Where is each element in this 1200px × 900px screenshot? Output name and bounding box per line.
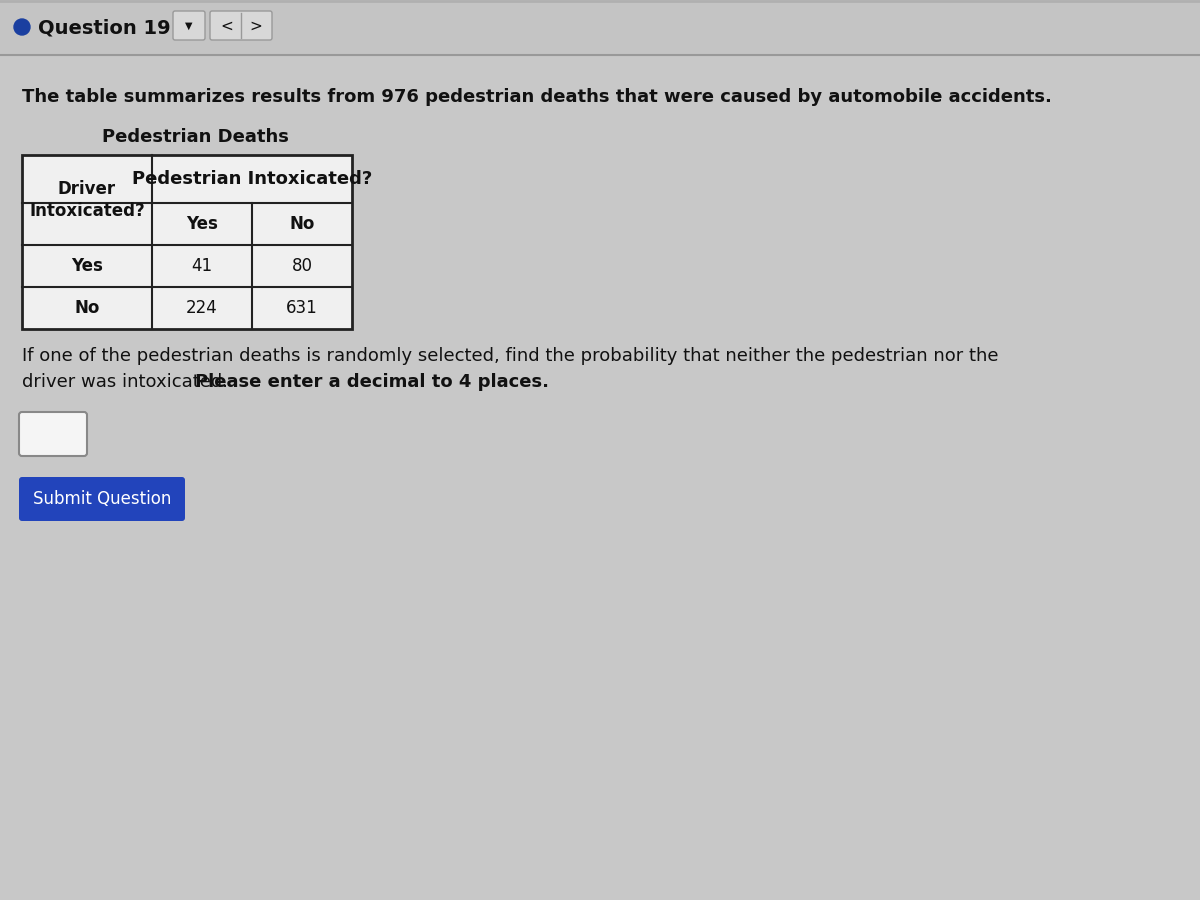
Circle shape xyxy=(14,19,30,35)
Text: Yes: Yes xyxy=(71,257,103,275)
Text: No: No xyxy=(289,215,314,233)
Text: No: No xyxy=(74,299,100,317)
Text: 80: 80 xyxy=(292,257,312,275)
Text: Pedestrian Deaths: Pedestrian Deaths xyxy=(102,128,288,146)
Text: 224: 224 xyxy=(186,299,218,317)
FancyBboxPatch shape xyxy=(210,11,272,40)
Text: Yes: Yes xyxy=(186,215,218,233)
Text: >: > xyxy=(250,19,263,33)
Text: The table summarizes results from 976 pedestrian deaths that were caused by auto: The table summarizes results from 976 pe… xyxy=(22,88,1052,106)
Text: Question 19: Question 19 xyxy=(38,19,170,38)
Text: ▼: ▼ xyxy=(185,21,193,31)
Text: Please enter a decimal to 4 places.: Please enter a decimal to 4 places. xyxy=(194,373,548,391)
FancyBboxPatch shape xyxy=(19,412,88,456)
Text: Pedestrian Intoxicated?: Pedestrian Intoxicated? xyxy=(132,170,372,188)
FancyBboxPatch shape xyxy=(173,11,205,40)
Bar xyxy=(22,155,352,329)
FancyBboxPatch shape xyxy=(19,477,185,521)
Text: Driver
Intoxicated?: Driver Intoxicated? xyxy=(29,180,145,220)
Bar xyxy=(22,155,352,329)
Text: <: < xyxy=(221,19,233,33)
Text: 41: 41 xyxy=(192,257,212,275)
Text: Submit Question: Submit Question xyxy=(32,490,172,508)
Text: driver was intoxicated.: driver was intoxicated. xyxy=(22,373,234,391)
Text: If one of the pedestrian deaths is randomly selected, find the probability that : If one of the pedestrian deaths is rando… xyxy=(22,347,998,365)
Text: 631: 631 xyxy=(286,299,318,317)
Bar xyxy=(0,0,1200,55)
